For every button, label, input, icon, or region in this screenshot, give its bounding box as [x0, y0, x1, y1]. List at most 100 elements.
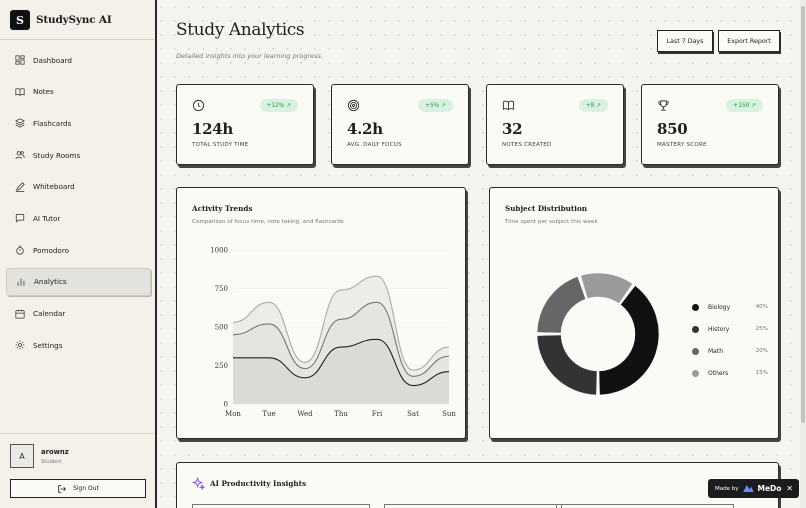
trophy-icon: [658, 100, 669, 111]
sidebar-item-label: Study Rooms: [33, 150, 81, 160]
pen-icon: [15, 182, 25, 192]
brand-name: StudySync AI: [36, 14, 112, 26]
legend-swatch: [692, 303, 699, 311]
sidebar-item-calendar[interactable]: Calendar: [6, 300, 151, 328]
medo-name: MeDo: [757, 484, 782, 493]
legend-label: History: [708, 325, 730, 333]
stat-label: TOTAL STUDY TIME: [192, 142, 249, 148]
area-fill: [233, 339, 449, 404]
insight-card: [384, 504, 562, 508]
target-icon: [347, 99, 360, 112]
page-title: Study Analytics: [176, 20, 305, 40]
stat-label: MASTERY SCORE: [657, 142, 707, 148]
sidebar-item-label: Settings: [33, 340, 63, 350]
donut-slice-others[interactable]: [580, 272, 633, 304]
legend-item: Biology 40%: [692, 296, 768, 318]
sidebar-item-pomodoro[interactable]: Pomodoro: [6, 236, 151, 264]
insights-title: AI Productivity Insights: [210, 479, 306, 488]
legend-percent: 20%: [755, 348, 768, 354]
sidebar: S StudySync AI Dashboard Notes Flashcards S…: [0, 0, 157, 508]
sidebar-item-notes[interactable]: Notes: [6, 78, 151, 106]
sidebar-item-whiteboard[interactable]: Whiteboard: [6, 173, 151, 201]
stat-change-badge: +8 ↗: [578, 99, 608, 112]
activity-trends-panel: Activity Trends Comparison of focus time…: [176, 187, 466, 439]
y-tick-label: 250: [215, 362, 228, 370]
gear-icon: [15, 340, 25, 350]
logout-icon: [58, 484, 66, 493]
sidebar-nav: Dashboard Notes Flashcards Study Rooms White…: [6, 46, 151, 363]
medo-prefix: Made by: [715, 485, 739, 492]
book-icon: [15, 87, 25, 96]
user-name: arownz: [41, 447, 69, 456]
sidebar-item-ai-tutor[interactable]: AI Tutor: [6, 204, 151, 232]
panel-title: Activity Trends: [192, 204, 253, 213]
legend-percent: 25%: [755, 326, 768, 332]
sign-out-label: Sign Out: [73, 485, 99, 492]
timer-icon: [16, 245, 24, 255]
x-tick-label: Wed: [297, 410, 313, 418]
donut-slice-biology[interactable]: [598, 285, 660, 396]
panel-title: Subject Distribution: [505, 204, 587, 213]
stat-card-study-time: +12% ↗ 124h TOTAL STUDY TIME: [176, 84, 314, 165]
stat-label: AVG. DAILY FOCUS: [347, 142, 402, 148]
series-line: [232, 301, 450, 377]
sidebar-divider-top: [0, 39, 155, 40]
sign-out-button[interactable]: Sign Out: [10, 479, 146, 498]
x-tick-label: Sun: [442, 410, 456, 418]
sidebar-item-label: Pomodoro: [33, 245, 70, 255]
legend-swatch: [692, 369, 699, 377]
legend-item: Math 20%: [692, 340, 768, 362]
legend-item: Others 15%: [692, 362, 768, 384]
stat-card-daily-focus: +5% ↗ 4.2h AVG. DAILY FOCUS: [331, 84, 469, 165]
date-range-button[interactable]: Last 7 Days: [657, 30, 713, 52]
legend-percent: 40%: [755, 304, 768, 310]
x-tick-label: Sat: [407, 410, 419, 418]
legend-label: Biology: [708, 303, 731, 311]
legend-swatch: [692, 347, 699, 355]
scroll-thumb[interactable]: [801, 6, 805, 423]
sidebar-item-analytics[interactable]: Analytics: [6, 267, 151, 296]
panel-subtitle: Time spent per subject this week: [505, 219, 598, 225]
legend-item: History 25%: [692, 318, 768, 340]
export-report-button[interactable]: Export Report: [718, 30, 780, 52]
series-line: [232, 275, 450, 371]
stat-change-badge: +12% ↗: [259, 99, 298, 112]
user-profile: A arownz Student: [10, 444, 69, 468]
donut-slice-history[interactable]: [536, 334, 598, 396]
sidebar-divider-bottom: [0, 433, 155, 434]
page-subtitle: Detailed insights into your learning pro…: [176, 52, 324, 60]
x-tick-label: Mon: [225, 410, 241, 418]
sidebar-item-label: Analytics: [34, 277, 67, 287]
stat-change-badge: +150 ↗: [726, 99, 763, 112]
sidebar-item-label: Whiteboard: [33, 182, 75, 192]
sidebar-item-settings[interactable]: Settings: [6, 331, 151, 359]
close-badge-icon[interactable]: ✕: [786, 484, 793, 493]
users-icon: [15, 151, 25, 159]
made-by-medo-badge[interactable]: Made by MeDo ✕: [708, 479, 799, 498]
user-role: Student: [41, 458, 62, 465]
sparkles-icon: [192, 477, 205, 490]
x-tick-label: Tue: [262, 410, 275, 418]
sidebar-item-label: Notes: [33, 87, 54, 97]
series-line: [233, 338, 450, 387]
stat-change-badge: +5% ↗: [418, 99, 453, 112]
y-tick-label: 1000: [210, 247, 228, 255]
sidebar-item-label: Calendar: [33, 309, 66, 318]
legend-label: Others: [708, 369, 729, 377]
x-tick-label: Fri: [372, 410, 383, 418]
stat-card-notes-created: +8 ↗ 32 NOTES CREATED: [486, 84, 624, 165]
brand[interactable]: S StudySync AI: [10, 9, 112, 31]
avatar[interactable]: A: [10, 444, 34, 468]
book-icon: [502, 100, 515, 111]
page-scrollbar[interactable]: [800, 0, 806, 508]
ai-insights-panel: AI Productivity Insights: [176, 462, 779, 508]
sidebar-item-study-rooms[interactable]: Study Rooms: [6, 141, 151, 169]
sidebar-item-dashboard[interactable]: Dashboard: [6, 46, 151, 74]
stat-value: 32: [502, 120, 523, 138]
donut-slice-math[interactable]: [536, 276, 586, 334]
sidebar-item-flashcards[interactable]: Flashcards: [6, 109, 151, 137]
legend-label: Math: [708, 347, 724, 355]
layers-icon: [15, 118, 25, 128]
subject-distribution-panel: Subject Distribution Time spent per subj…: [489, 187, 779, 439]
stat-label: NOTES CREATED: [502, 142, 552, 148]
